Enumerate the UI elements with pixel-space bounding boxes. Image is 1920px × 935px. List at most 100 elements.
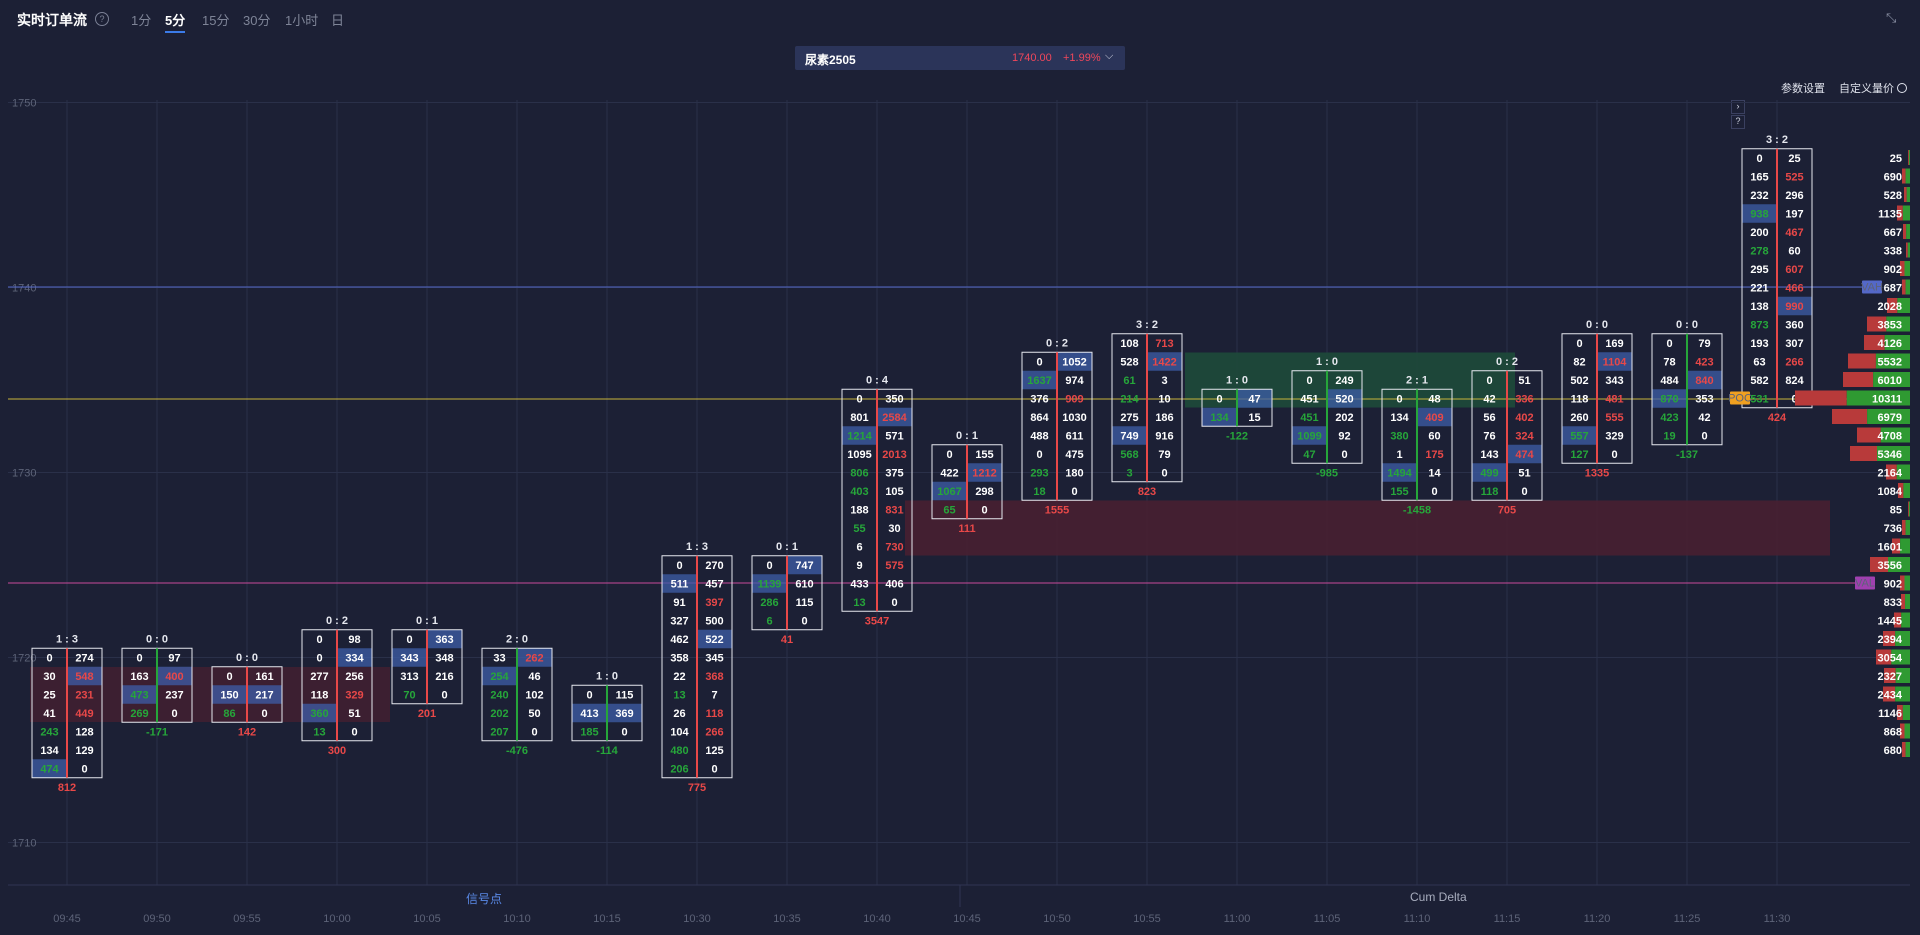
bid-highlight <box>1562 426 1597 445</box>
delta-value: 823 <box>1138 486 1156 498</box>
ask-value: 0 <box>1701 430 1707 442</box>
ask-value: 369 <box>615 708 633 720</box>
profile-bar-buy <box>1908 501 1910 517</box>
bar-header: 0 : 4 <box>866 374 889 386</box>
ask-value: 0 <box>1071 486 1077 498</box>
ask-value: 350 <box>885 393 903 405</box>
bid-value: 70 <box>403 689 415 701</box>
bid-value: 25 <box>43 689 55 701</box>
bid-value: 0 <box>1216 393 1222 405</box>
bid-value: 207 <box>490 726 508 738</box>
tab-5min[interactable]: 5分 <box>165 10 186 33</box>
bid-value: 0 <box>1666 338 1672 350</box>
tab-1min[interactable]: 1分 <box>131 13 152 28</box>
bid-highlight <box>842 426 877 445</box>
profile-bar-sell <box>1867 316 1887 332</box>
bid-value: 277 <box>310 671 328 683</box>
tab-30min[interactable]: 30分 <box>243 13 271 28</box>
ask-value: 974 <box>1065 375 1084 387</box>
bid-value: 155 <box>1390 486 1408 498</box>
ask-value: 1104 <box>1603 356 1628 368</box>
ask-value: 0 <box>1791 393 1797 405</box>
ask-value: 397 <box>705 597 723 609</box>
bid-value: 360 <box>310 708 328 720</box>
profile-volume: 6010 <box>1878 375 1902 387</box>
bid-value: 6 <box>856 541 862 553</box>
ask-value: 0 <box>711 763 717 775</box>
bid-value: 18 <box>1033 486 1045 498</box>
bid-value: 118 <box>311 689 329 701</box>
bid-highlight <box>212 685 247 704</box>
profile-volume: 1601 <box>1878 542 1902 554</box>
profile-bar-sell <box>1848 353 1876 369</box>
bid-value: 0 <box>1396 393 1402 405</box>
profile-bar-buy <box>1905 279 1910 295</box>
bid-highlight <box>572 703 607 723</box>
collapse-icon[interactable]: ⤡ <box>1886 10 1897 25</box>
bid-value: 451 <box>1300 412 1318 424</box>
ask-value: 909 <box>1065 393 1083 405</box>
bid-value: 185 <box>580 726 598 738</box>
question-icon[interactable]: ? <box>1731 115 1745 129</box>
ask-value: 102 <box>525 689 543 701</box>
bar-header: 0 : 1 <box>416 615 438 627</box>
bid-value: 47 <box>1303 449 1315 461</box>
ask-highlight <box>247 685 282 704</box>
profile-bar-sell <box>1902 279 1906 295</box>
tab-15min[interactable]: 15分 <box>202 13 230 28</box>
y-tick-label: 1750 <box>12 98 36 110</box>
ask-value: 840 <box>1695 375 1713 387</box>
bid-value: 433 <box>850 578 868 590</box>
profile-bar-buy <box>1905 520 1910 535</box>
bid-value: 413 <box>580 708 598 720</box>
ask-value: 197 <box>1785 208 1803 220</box>
bid-value: 63 <box>1753 356 1765 368</box>
signal-panel-label[interactable]: 信号点 <box>466 892 503 906</box>
bid-value: 22 <box>673 671 685 683</box>
bid-value: 13 <box>313 726 325 738</box>
delta-value: -114 <box>596 745 618 757</box>
bid-value: 1099 <box>1297 430 1321 442</box>
ask-value: 175 <box>1425 449 1443 461</box>
ask-value: 525 <box>1785 171 1803 183</box>
bid-highlight <box>122 685 157 704</box>
profile-tag: VAH <box>1861 282 1883 294</box>
profile-bar-buy <box>1867 409 1910 424</box>
ask-value: 353 <box>1695 393 1713 405</box>
profile-volume: 4126 <box>1878 338 1902 350</box>
bid-value: 214 <box>1120 393 1139 405</box>
ask-value: 475 <box>1065 449 1083 461</box>
profile-bar-sell <box>1908 150 1909 165</box>
bid-value: 254 <box>490 671 509 683</box>
bid-value: 806 <box>850 467 868 479</box>
profile-volume: 2164 <box>1878 468 1903 480</box>
x-tick-label: 09:45 <box>53 913 81 925</box>
help-icon[interactable]: ? <box>95 12 109 26</box>
bid-value: 462 <box>670 634 688 646</box>
bid-value: 150 <box>220 689 238 701</box>
profile-volume: 3556 <box>1878 560 1902 572</box>
cum-delta-panel-label[interactable]: Cum Delta <box>1410 890 1467 904</box>
x-tick-label: 11:15 <box>1494 913 1521 925</box>
profile-bar-buy <box>1895 631 1910 646</box>
delta-value: 775 <box>688 782 706 794</box>
page-title: 实时订单流 <box>17 12 87 28</box>
bid-value: 33 <box>493 652 505 664</box>
bid-value: 65 <box>943 504 955 516</box>
info-icon[interactable] <box>1897 83 1907 93</box>
bid-value: 1494 <box>1387 467 1412 479</box>
profile-volume: 5532 <box>1878 357 1902 369</box>
tab-day[interactable]: 日 <box>331 13 345 28</box>
tab-1hour[interactable]: 1小时 <box>285 13 319 28</box>
delta-value: 111 <box>958 523 975 535</box>
profile-bar-buy <box>1891 649 1910 665</box>
params-settings-button[interactable]: 参数设置 <box>1781 83 1825 95</box>
profile-bar-sell <box>1795 390 1847 406</box>
symbol-selector[interactable]: 尿素2505 1740.00 +1.99% ⌵ <box>795 46 1125 70</box>
expand-right-icon[interactable]: › <box>1731 100 1745 114</box>
bid-value: 118 <box>1571 393 1589 405</box>
x-tick-label: 10:05 <box>413 913 441 925</box>
custom-price-button[interactable]: 自定义量价 <box>1839 83 1894 95</box>
bid-value: 138 <box>1750 301 1768 313</box>
